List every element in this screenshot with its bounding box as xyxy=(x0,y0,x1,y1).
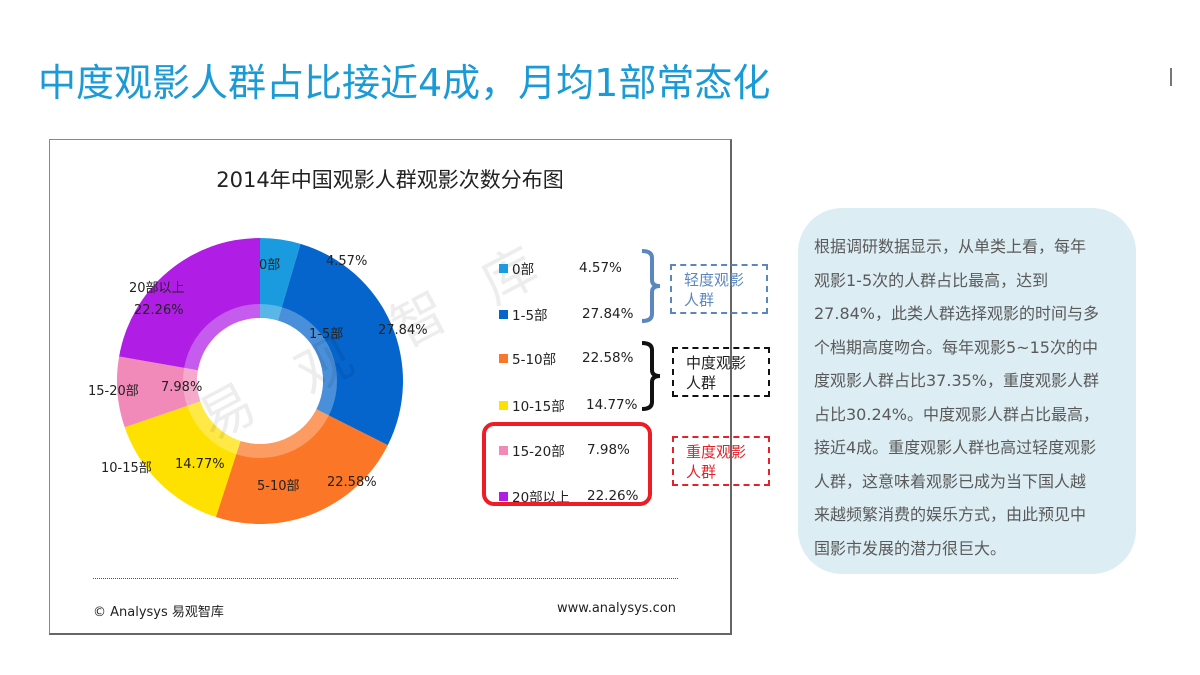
donut-slices xyxy=(116,238,404,524)
slide-title: 中度观影人群占比接近4成，月均1部常态化 xyxy=(38,61,771,105)
heavy-group-highlight xyxy=(482,422,652,506)
legend-item: 1-5部 27.84% xyxy=(499,304,633,324)
slice-label-value: 22.58% xyxy=(327,475,377,490)
slice-label-name: 1-5部 xyxy=(309,327,344,342)
donut-inner-ring xyxy=(183,304,337,458)
summary-text: 根据调研数据显示，从单类上看，每年 观影1-5次的人群占比最高，达到 27.84… xyxy=(814,237,1100,558)
slice-label-value: 14.77% xyxy=(175,457,225,472)
donut-slice xyxy=(116,356,201,428)
slice-label-value: 7.98% xyxy=(161,380,203,395)
legend-swatch xyxy=(499,353,508,363)
slice-label-value: 4.57% xyxy=(326,254,368,269)
legend-swatch xyxy=(499,491,508,501)
light-group-bracket-icon xyxy=(641,249,661,323)
chart-panel: 2014年中国观影人群观影次数分布图 易 观 智 库 0部 4.57% 1-5部… xyxy=(49,139,770,635)
chart-title: 2014年中国观影人群观影次数分布图 xyxy=(216,168,564,192)
copyright-text: © Analysys 易观智库 xyxy=(93,605,224,620)
light-group-label: 轻度观影 人群 xyxy=(670,264,768,314)
slice-label-value: 27.84% xyxy=(378,323,428,338)
medium-group-bracket-icon xyxy=(641,341,661,411)
heavy-group-label: 重度观影 人群 xyxy=(672,436,770,486)
medium-group-label: 中度观影 人群 xyxy=(672,347,770,397)
slice-label-name: 0部 xyxy=(259,258,281,273)
legend-item: 5-10部 22.58% xyxy=(499,348,633,368)
donut-slice xyxy=(124,401,241,518)
slice-label-name: 10-15部 xyxy=(101,461,152,476)
legend-item: 15-20部 7.98% xyxy=(499,440,630,460)
slice-label-value: 22.26% xyxy=(134,303,184,318)
legend-item: 0部 4.57% xyxy=(499,258,622,278)
legend-swatch xyxy=(499,445,508,455)
legend-swatch xyxy=(499,400,508,410)
legend-swatch xyxy=(499,309,508,319)
summary-note-box: 根据调研数据显示，从单类上看，每年 观影1-5次的人群占比最高，达到 27.84… xyxy=(798,208,1136,574)
footer-divider xyxy=(93,578,678,579)
slice-label-name: 15-20部 xyxy=(88,384,139,399)
donut-slice xyxy=(119,238,260,371)
donut-slice xyxy=(260,238,301,321)
website-link[interactable]: www.analysys.con xyxy=(557,601,677,616)
slice-label-name: 5-10部 xyxy=(257,479,300,494)
legend-swatch xyxy=(499,263,508,273)
donut-slice xyxy=(277,243,404,446)
donut-chart xyxy=(116,238,404,524)
legend-item: 10-15部 14.77% xyxy=(499,395,637,415)
slice-label-name: 20部以上 xyxy=(129,281,185,296)
donut-hole xyxy=(197,318,323,444)
corner-marker xyxy=(1170,68,1172,86)
donut-slice xyxy=(215,409,388,524)
